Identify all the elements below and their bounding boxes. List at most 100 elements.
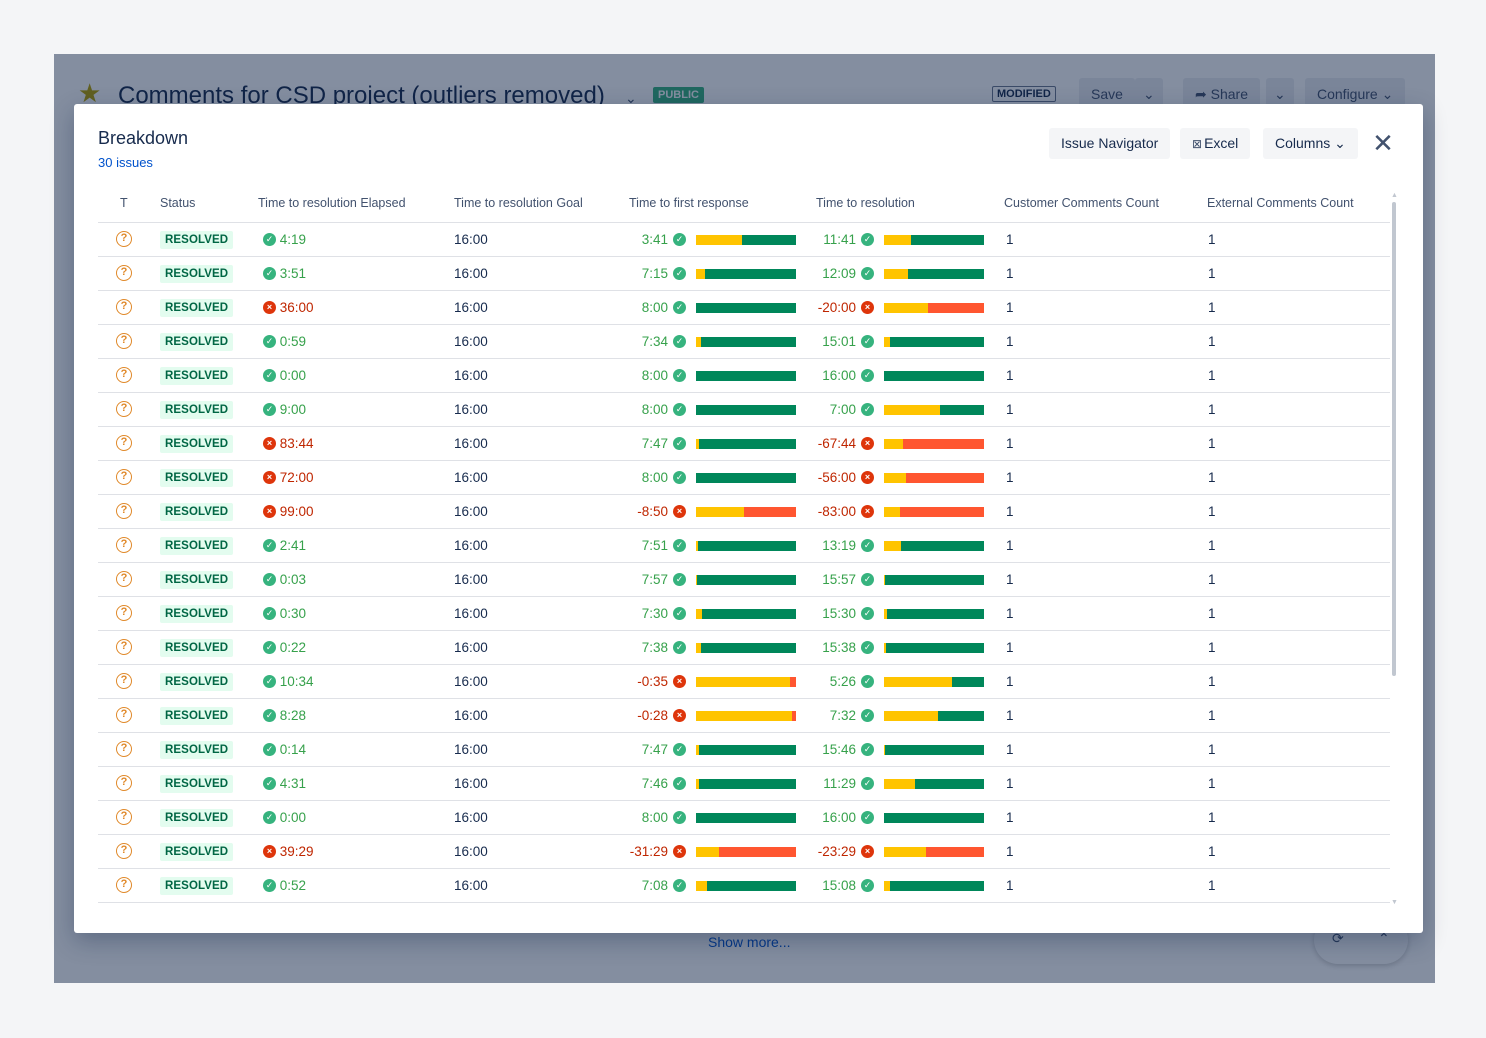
goal-value: 16:00: [454, 504, 488, 519]
column-header-resolution[interactable]: Time to resolution: [816, 196, 915, 210]
customer-comments-value: 1: [1006, 810, 1014, 825]
table-row[interactable]: ? RESOLVED ✓ 4:19 16:00 3:41 ✓ 11:41 ✓ 1 1: [98, 223, 1390, 257]
bar-remaining-segment: [744, 507, 796, 517]
resolution-bar: [884, 847, 984, 857]
table-row[interactable]: ? RESOLVED × 99:00 16:00 -8:50 × -83:00 × 1 1: [98, 495, 1390, 529]
bar-elapsed-segment: [884, 337, 890, 347]
check-circle-icon: ✓: [673, 572, 686, 586]
check-circle-icon: ✓: [861, 368, 874, 382]
question-type-icon: ?: [116, 503, 132, 519]
resolution-value: 11:29: [823, 776, 856, 791]
first-response-status: ✓: [673, 291, 686, 324]
error-circle-icon: ×: [861, 844, 874, 858]
columns-button[interactable]: Columns ⌄: [1263, 128, 1358, 159]
table-row[interactable]: ? RESOLVED ✓ 10:34 16:00 -0:35 × 5:26 ✓ 1 1: [98, 665, 1390, 699]
table-row[interactable]: ? RESOLVED × 36:00 16:00 8:00 ✓ -20:00 × 1 1: [98, 291, 1390, 325]
column-header-customer-comments[interactable]: Customer Comments Count: [1004, 196, 1159, 210]
resolution-bar: [884, 609, 984, 619]
table-row[interactable]: ? RESOLVED ✓ 4:31 16:00 7:46 ✓ 11:29 ✓ 1 1: [98, 767, 1390, 801]
first-response-value: 7:30: [641, 606, 668, 621]
column-header-goal[interactable]: Time to resolution Goal: [454, 196, 583, 210]
elapsed-cell: ✓ 4:19: [263, 223, 306, 256]
first-response-value: 8:00: [641, 470, 668, 485]
close-icon[interactable]: ✕: [1372, 128, 1394, 158]
excel-button[interactable]: ⊠ Excel: [1180, 128, 1251, 159]
goal-value: 16:00: [454, 810, 488, 825]
error-circle-icon: ×: [263, 436, 276, 450]
first-response-status: ✓: [673, 461, 686, 494]
table-row[interactable]: ? RESOLVED × 72:00 16:00 8:00 ✓ -56:00 × 1 1: [98, 461, 1390, 495]
table-row[interactable]: ? RESOLVED ✓ 3:51 16:00 7:15 ✓ 12:09 ✓ 1 1: [98, 257, 1390, 291]
bar-remaining-segment: [900, 507, 984, 517]
first-response-status: ✓: [673, 733, 686, 766]
customer-comments-value: 1: [1006, 504, 1014, 519]
first-response-bar: [696, 439, 796, 449]
table-row[interactable]: ? RESOLVED ✓ 2:41 16:00 7:51 ✓ 13:19 ✓ 1 1: [98, 529, 1390, 563]
scrollbar[interactable]: ▲ ▼: [1391, 192, 1398, 906]
first-response-status: ×: [673, 699, 686, 732]
column-header-external-comments[interactable]: External Comments Count: [1207, 196, 1354, 210]
table-row[interactable]: ? RESOLVED ✓ 0:03 16:00 7:57 ✓ 15:57 ✓ 1 1: [98, 563, 1390, 597]
external-comments-value: 1: [1208, 844, 1216, 859]
resolution-status: ×: [861, 291, 874, 324]
resolution-value: 12:09: [822, 266, 856, 281]
resolution-value: -56:00: [817, 470, 856, 485]
resolution-status: ×: [861, 427, 874, 460]
table-row[interactable]: ? RESOLVED ✓ 0:52 16:00 7:08 ✓ 15:08 ✓ 1 1: [98, 869, 1390, 903]
status-badge: RESOLVED: [160, 571, 234, 589]
issue-navigator-button[interactable]: Issue Navigator: [1049, 128, 1171, 159]
bar-elapsed-segment: [696, 337, 701, 347]
bar-remaining-segment: [790, 677, 796, 687]
table-row[interactable]: ? RESOLVED ✓ 8:28 16:00 -0:28 × 7:32 ✓ 1 1: [98, 699, 1390, 733]
table-row[interactable]: ? RESOLVED ✓ 0:22 16:00 7:38 ✓ 15:38 ✓ 1 1: [98, 631, 1390, 665]
first-response-bar: [696, 303, 796, 313]
external-comments-value: 1: [1208, 300, 1216, 315]
check-circle-icon: ✓: [263, 776, 276, 790]
table-row[interactable]: ? RESOLVED ✓ 0:14 16:00 7:47 ✓ 15:46 ✓ 1 1: [98, 733, 1390, 767]
table-row[interactable]: ? RESOLVED × 83:44 16:00 7:47 ✓ -67:44 × 1 1: [98, 427, 1390, 461]
table-row[interactable]: ? RESOLVED ✓ 0:59 16:00 7:34 ✓ 15:01 ✓ 1 1: [98, 325, 1390, 359]
issue-count-link[interactable]: 30 issues: [98, 155, 153, 170]
bar-elapsed-segment: [884, 507, 900, 517]
elapsed-cell: ✓ 0:59: [263, 325, 306, 358]
bar-elapsed-segment: [696, 541, 698, 551]
first-response-bar: [696, 473, 796, 483]
elapsed-value: 0:30: [279, 606, 307, 621]
table-row[interactable]: ? RESOLVED ✓ 9:00 16:00 8:00 ✓ 7:00 ✓ 1 1: [98, 393, 1390, 427]
table-row[interactable]: ? RESOLVED ✓ 0:00 16:00 8:00 ✓ 16:00 ✓ 1 1: [98, 359, 1390, 393]
first-response-bar: [696, 337, 796, 347]
scroll-down-arrow[interactable]: ▼: [1391, 899, 1398, 906]
check-circle-icon: ✓: [263, 334, 276, 348]
check-circle-icon: ✓: [861, 776, 874, 790]
table-row[interactable]: ? RESOLVED ✓ 0:00 16:00 8:00 ✓ 16:00 ✓ 1 1: [98, 801, 1390, 835]
external-comments-value: 1: [1208, 776, 1216, 791]
elapsed-value: 39:29: [279, 844, 314, 859]
resolution-value: 15:01: [822, 334, 856, 349]
customer-comments-value: 1: [1006, 640, 1014, 655]
first-response-bar: [696, 779, 796, 789]
customer-comments-value: 1: [1006, 742, 1014, 757]
goal-value: 16:00: [454, 470, 488, 485]
bar-remaining-segment: [952, 677, 984, 687]
bar-elapsed-segment: [696, 507, 744, 517]
scroll-up-arrow[interactable]: ▲: [1391, 192, 1398, 199]
elapsed-value: 0:52: [279, 878, 307, 893]
check-circle-icon: ✓: [861, 606, 874, 620]
column-header-first-response[interactable]: Time to first response: [629, 196, 749, 210]
check-circle-icon: ✓: [673, 606, 686, 620]
check-circle-icon: ✓: [673, 470, 686, 484]
error-circle-icon: ×: [861, 504, 874, 518]
table-row[interactable]: ? RESOLVED × 39:29 16:00 -31:29 × -23:29 × 1 1: [98, 835, 1390, 869]
first-response-value: -8:50: [637, 504, 668, 519]
table-row[interactable]: ? RESOLVED ✓ 0:30 16:00 7:30 ✓ 15:30 ✓ 1 1: [98, 597, 1390, 631]
scroll-thumb[interactable]: [1392, 202, 1396, 676]
resolution-status: ×: [861, 835, 874, 868]
bar-elapsed-segment: [696, 235, 742, 245]
column-header-status[interactable]: Status: [160, 196, 196, 210]
question-type-icon: ?: [116, 401, 132, 417]
bar-remaining-segment: [707, 881, 796, 891]
resolution-value: -83:00: [817, 504, 856, 519]
column-header-elapsed[interactable]: Time to resolution Elapsed: [258, 196, 406, 210]
resolution-value: 7:32: [829, 708, 856, 723]
column-header-type[interactable]: T: [120, 196, 128, 210]
